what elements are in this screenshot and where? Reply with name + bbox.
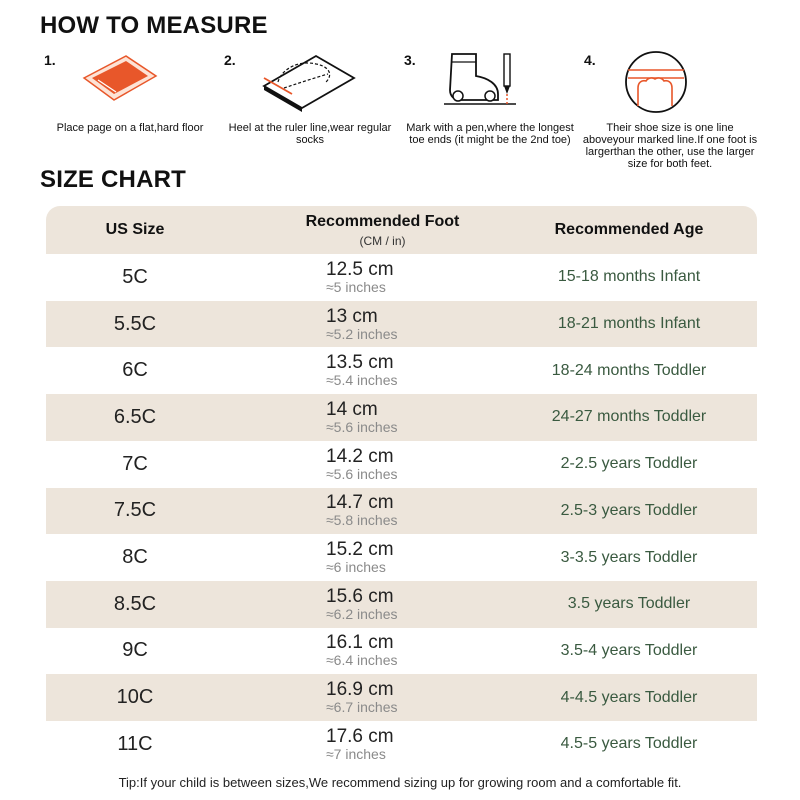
recommended-age-cell: 2-2.5 years Toddler (560, 455, 698, 473)
step-number: 2. (224, 52, 236, 68)
recommended-age-cell: 4.5-5 years Toddler (560, 735, 698, 753)
step-caption: Place page on a flat,hard floor (56, 122, 204, 134)
table-row: 5.5C 13 cm ≈5.2 inches 18-21 months Infant (46, 300, 757, 348)
toe-marked-line-icon (625, 51, 687, 113)
table-header: US Size Recommended Foot (CM / in) Recom… (46, 206, 757, 254)
step-number: 1. (44, 52, 56, 68)
us-size-cell: 7C (122, 452, 148, 475)
us-size-cell: 5C (122, 265, 148, 288)
table-row: 7C 14.2 cm ≈5.6 inches 2-2.5 years Toddler (46, 440, 757, 488)
size-chart-title: SIZE CHART (40, 166, 186, 193)
foot-length-cell: 13.5 cm ≈5.4 inches (326, 347, 526, 394)
step-number: 4. (584, 52, 596, 68)
step-caption: Their shoe size is one line aboveyour ma… (582, 122, 758, 170)
recommended-age-cell: 24-27 months Toddler (551, 408, 707, 426)
how-to-measure-title: HOW TO MEASURE (40, 12, 268, 39)
header-recommended-age: Recommended Age (554, 221, 704, 238)
foot-length-cell: 12.5 cm ≈5 inches (326, 254, 526, 301)
us-size-cell: 6C (122, 359, 148, 382)
header-foot-label: Recommended Foot (305, 212, 460, 230)
sock-and-pen-icon (444, 53, 516, 105)
header-us-size: US Size (105, 221, 165, 238)
step-caption: Heel at the ruler line,wear regular sock… (228, 122, 392, 146)
foot-length-cell: 15.2 cm ≈6 inches (326, 534, 526, 581)
foot-length-cm: 12.5 cm (326, 258, 394, 280)
foot-length-cell: 14 cm ≈5.6 inches (326, 394, 526, 441)
recommended-age-cell: 3.5-4 years Toddler (560, 641, 698, 659)
us-size-cell: 7.5C (113, 499, 157, 522)
us-size-cell: 5.5C (113, 312, 157, 335)
table-row: 6C 13.5 cm ≈5.4 inches 18-24 months Toddler (46, 347, 757, 395)
recommended-age-cell: 3.5 years Toddler (567, 595, 691, 613)
foot-length-inches: ≈6.7 inches (326, 699, 398, 716)
us-size-cell: 10C (116, 686, 154, 709)
us-size-cell: 6.5C (113, 405, 157, 428)
foot-length-cm: 16.1 cm (326, 632, 394, 654)
recommended-age-cell: 18-21 months Infant (557, 315, 701, 333)
header-foot-units: (CM / in) (359, 233, 406, 248)
foot-length-cm: 13.5 cm (326, 352, 394, 374)
foot-length-cm: 17.6 cm (326, 725, 394, 747)
table-row: 5C 12.5 cm ≈5 inches 15-18 months Infant (46, 254, 757, 301)
us-size-cell: 9C (122, 639, 148, 662)
header-recommended-foot: Recommended Foot (CM / in) (276, 206, 489, 254)
us-size-cell: 8C (122, 546, 148, 569)
foot-length-inches: ≈6.4 inches (326, 652, 398, 669)
foot-length-cell: 16.9 cm ≈6.7 inches (326, 674, 526, 721)
us-size-cell: 11C (117, 732, 153, 755)
foot-length-inches: ≈5 inches (326, 278, 386, 295)
foot-length-cell: 17.6 cm ≈7 inches (326, 721, 526, 768)
table-row: 8.5C 15.6 cm ≈6.2 inches 3.5 years Toddler (46, 580, 757, 628)
foot-length-cm: 14.7 cm (326, 492, 394, 514)
foot-length-cm: 15.2 cm (326, 539, 394, 561)
paper-on-floor-icon (82, 55, 158, 101)
table-row: 8C 15.2 cm ≈6 inches 3-3.5 years Toddler (46, 534, 757, 581)
foot-length-cell: 15.6 cm ≈6.2 inches (326, 581, 526, 628)
foot-length-inches: ≈5.6 inches (326, 465, 398, 482)
foot-length-cell: 16.1 cm ≈6.4 inches (326, 628, 526, 675)
table-row: 10C 16.9 cm ≈6.7 inches 4-4.5 years Toddler (46, 674, 757, 721)
size-table: US Size Recommended Foot (CM / in) Recom… (46, 206, 757, 768)
foot-length-inches: ≈5.4 inches (326, 372, 398, 389)
foot-length-inches: ≈5.2 inches (326, 325, 398, 342)
foot-length-inches: ≈6.2 inches (326, 605, 398, 622)
recommended-age-cell: 15-18 months Infant (557, 268, 701, 286)
foot-length-cm: 15.6 cm (326, 585, 394, 607)
table-row: 7.5C 14.7 cm ≈5.8 inches 2.5-3 years Toddle… (46, 487, 757, 535)
foot-length-cell: 14.7 cm ≈5.8 inches (326, 488, 526, 535)
recommended-age-cell: 18-24 months Toddler (551, 361, 707, 379)
heel-on-ruler-icon (262, 54, 356, 112)
step-caption: Mark with a pen,where the longest toe en… (406, 122, 574, 146)
recommended-age-cell: 4-4.5 years Toddler (560, 688, 698, 706)
foot-length-cm: 14.2 cm (326, 445, 394, 467)
step-number: 3. (404, 52, 416, 68)
us-size-cell: 8.5C (113, 592, 157, 615)
sizing-tip: Tip:If your child is between sizes,We re… (118, 775, 682, 790)
foot-length-cell: 14.2 cm ≈5.6 inches (326, 441, 526, 488)
foot-length-inches: ≈6 inches (326, 559, 386, 576)
foot-length-inches: ≈5.6 inches (326, 418, 398, 435)
table-row: 9C 16.1 cm ≈6.4 inches 3.5-4 years Toddler (46, 627, 757, 675)
table-row: 6.5C 14 cm ≈5.6 inches 24-27 months Toddler (46, 394, 757, 441)
recommended-age-cell: 2.5-3 years Toddler (560, 501, 698, 519)
foot-length-inches: ≈5.8 inches (326, 512, 398, 529)
foot-length-cm: 13 cm (326, 305, 378, 327)
foot-length-cell: 13 cm ≈5.2 inches (326, 301, 526, 348)
foot-length-cm: 16.9 cm (326, 679, 394, 701)
table-row: 11C 17.6 cm ≈7 inches 4.5-5 years Toddler (46, 721, 757, 768)
foot-length-inches: ≈7 inches (326, 745, 386, 762)
foot-length-cm: 14 cm (326, 398, 378, 420)
recommended-age-cell: 3-3.5 years Toddler (560, 548, 698, 566)
